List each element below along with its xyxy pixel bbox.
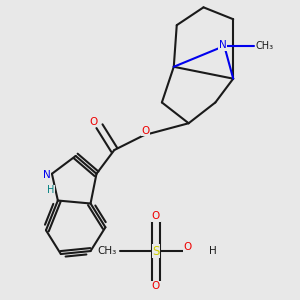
Text: O: O	[89, 117, 98, 127]
Text: CH₃: CH₃	[97, 246, 116, 256]
Text: O: O	[152, 211, 160, 221]
Text: S: S	[152, 244, 160, 258]
Text: N: N	[219, 40, 227, 50]
Text: H: H	[47, 185, 54, 195]
Text: O: O	[152, 281, 160, 291]
Text: N: N	[43, 170, 50, 180]
Text: O: O	[141, 126, 150, 136]
Text: CH₃: CH₃	[255, 41, 274, 51]
Text: H: H	[208, 246, 216, 256]
Text: O: O	[183, 242, 191, 253]
